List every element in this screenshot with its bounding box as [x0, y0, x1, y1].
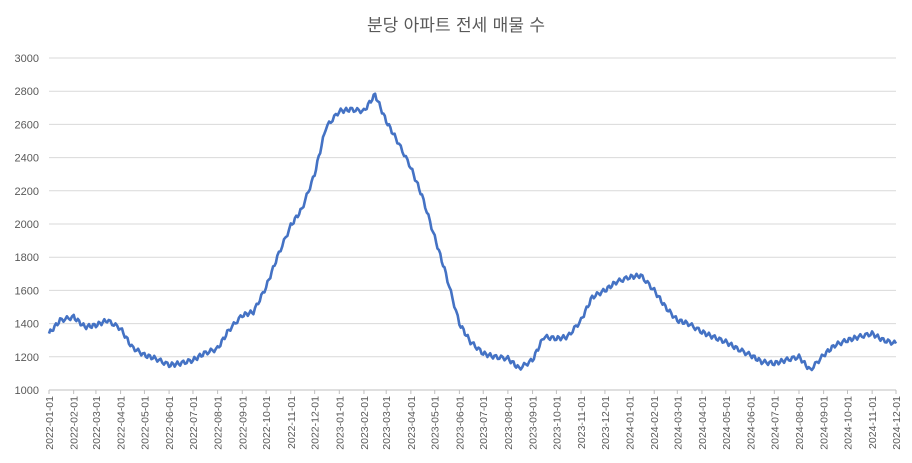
gridlines: [49, 57, 896, 391]
x-tick-label: 2022-03-01: [91, 396, 103, 450]
x-tick-label: 2022-01-01: [44, 396, 56, 450]
x-tick-label: 2024-12-01: [891, 396, 903, 450]
x-tick-label: 2022-02-01: [69, 396, 81, 450]
x-tick-label: 2023-06-01: [454, 396, 466, 450]
x-tick-label: 2022-10-01: [261, 396, 273, 450]
x-tick-label: 2023-12-01: [600, 396, 612, 450]
x-axis-tick-labels: 2022-01-01 2022-02-01 2022-03-01 2022-04-01…: [44, 390, 903, 450]
series-line: [47, 92, 898, 372]
x-tick-label: 2024-06-01: [745, 396, 757, 450]
x-tick-label: 2022-11-01: [286, 396, 298, 449]
x-tick-label: 2023-08-01: [503, 396, 515, 450]
y-tick-label: 2800: [15, 86, 39, 98]
chart-title: 분당 아파트 전세 매물 수: [367, 16, 545, 36]
x-tick-label: 2023-04-01: [406, 396, 418, 450]
series-layer: [47, 92, 898, 372]
y-tick-label: 2400: [15, 153, 39, 165]
x-tick-label: 2023-11-01: [576, 396, 588, 449]
x-tick-label: 2022-04-01: [116, 396, 128, 450]
x-tick-label: 2023-02-01: [359, 396, 371, 450]
x-tick-label: 2023-10-01: [551, 396, 563, 450]
y-tick-label: 2000: [15, 219, 39, 231]
x-tick-label: 2024-10-01: [842, 396, 854, 450]
x-tick-label: 2022-05-01: [139, 396, 151, 450]
x-tick-label: 2024-11-01: [867, 396, 879, 449]
x-tick-label: 2022-09-01: [237, 396, 249, 450]
x-tick-label: 2024-03-01: [672, 396, 684, 450]
x-tick-label: 2024-07-01: [769, 396, 781, 450]
x-tick-label: 2024-02-01: [649, 396, 661, 450]
y-tick-label: 2200: [15, 186, 39, 198]
y-tick-label: 1200: [15, 352, 39, 364]
x-tick-label: 2024-04-01: [697, 396, 709, 450]
y-axis-tick-labels: 1000 1200 1400 1600 1800 2000 2200 2400 2600 2800…: [15, 53, 39, 397]
x-tick-label: 2023-03-01: [381, 396, 393, 450]
x-tick-label: 2023-05-01: [430, 396, 442, 450]
x-tick-label: 2024-01-01: [625, 396, 637, 450]
x-tick-label: 2024-05-01: [721, 396, 733, 450]
x-tick-label: 2022-07-01: [188, 396, 200, 450]
x-tick-label: 2022-08-01: [213, 396, 225, 450]
x-tick-label: 2024-09-01: [819, 396, 831, 450]
x-tick-label: 2022-06-01: [164, 396, 176, 450]
y-tick-label: 1400: [15, 319, 39, 331]
y-tick-label: 1800: [15, 252, 39, 264]
y-tick-label: 2600: [15, 119, 39, 131]
x-tick-label: 2023-01-01: [334, 396, 346, 450]
x-tick-label: 2023-07-01: [478, 396, 490, 450]
y-tick-label: 1000: [15, 385, 39, 397]
x-tick-label: 2024-08-01: [794, 396, 806, 450]
x-tick-label: 2022-12-01: [310, 396, 322, 450]
y-tick-label: 3000: [15, 53, 39, 65]
y-tick-label: 1600: [15, 285, 39, 297]
x-tick-label: 2023-09-01: [528, 396, 540, 450]
